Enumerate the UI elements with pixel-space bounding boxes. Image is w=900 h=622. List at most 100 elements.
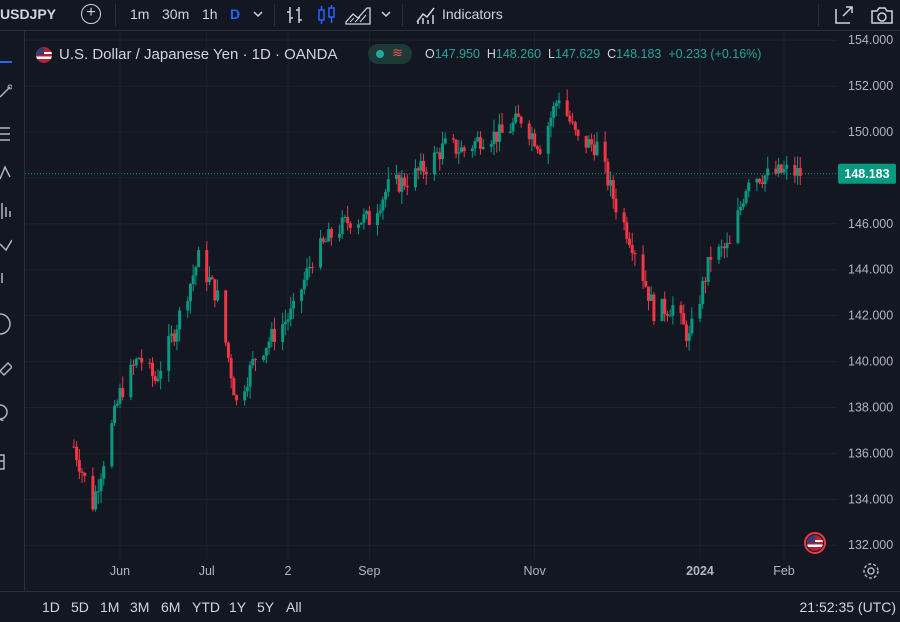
interval-d[interactable]: D bbox=[230, 6, 241, 22]
candle-up bbox=[175, 329, 179, 342]
measure-icon[interactable] bbox=[0, 236, 12, 252]
emoji-icon[interactable] bbox=[0, 313, 12, 335]
candle-down bbox=[793, 165, 797, 176]
candle-up bbox=[701, 280, 705, 305]
range-1m[interactable]: 1M bbox=[100, 599, 120, 615]
symbol-search[interactable]: USDJPY bbox=[0, 6, 57, 22]
price-tick-label: 138.000 bbox=[848, 400, 893, 414]
candle-down bbox=[310, 266, 314, 268]
candle-down bbox=[405, 185, 409, 188]
indicators-button[interactable]: Indicators bbox=[442, 6, 503, 22]
candle-down bbox=[573, 122, 577, 130]
candle-up bbox=[443, 138, 447, 144]
range-5d[interactable]: 5D bbox=[71, 599, 89, 615]
magnet-icon[interactable] bbox=[0, 451, 12, 473]
interval-1m[interactable]: 1m bbox=[130, 6, 150, 22]
range-ytd[interactable]: YTD bbox=[192, 599, 220, 615]
candle-up bbox=[476, 137, 480, 142]
candle-down bbox=[462, 147, 466, 152]
time-tick-label: Sep bbox=[358, 564, 380, 578]
candle-up bbox=[706, 257, 710, 282]
text-tool-icon[interactable] bbox=[0, 271, 12, 285]
candle-up bbox=[457, 152, 461, 154]
candle-down bbox=[91, 476, 95, 510]
candle-down bbox=[568, 115, 572, 122]
interval-30m[interactable]: 30m bbox=[162, 6, 190, 22]
us-flag-icon bbox=[36, 46, 52, 63]
price-tick-label: 142.000 bbox=[848, 309, 893, 323]
price-axis[interactable]: 154.000152.000150.000148.000146.000144.0… bbox=[848, 33, 893, 552]
bar-chart-style-icon[interactable] bbox=[285, 4, 307, 26]
price-tick-label: 144.000 bbox=[848, 263, 893, 277]
interval-1h[interactable]: 1h bbox=[202, 6, 218, 22]
candle-up bbox=[118, 388, 122, 404]
candle-up bbox=[777, 164, 781, 174]
candle-up bbox=[386, 179, 390, 192]
candle-up bbox=[102, 466, 106, 479]
range-all[interactable]: All bbox=[286, 599, 302, 615]
settings-gear-icon[interactable] bbox=[862, 562, 880, 580]
candle-down bbox=[254, 359, 258, 361]
range-1d[interactable]: 1D bbox=[42, 599, 60, 615]
candle-down bbox=[235, 395, 239, 401]
candle-down bbox=[665, 314, 669, 316]
candle-down bbox=[495, 131, 499, 142]
time-axis[interactable]: Jun Jul 2 Sep Nov 2024 Feb bbox=[110, 564, 795, 578]
interval-dropdown-chevron-down-icon[interactable] bbox=[252, 4, 264, 27]
crosshair-icon[interactable] bbox=[0, 61, 12, 63]
candle-up bbox=[609, 180, 613, 186]
candle-up bbox=[744, 191, 748, 204]
candle-down bbox=[590, 139, 594, 145]
compare-symbol-plus-icon[interactable]: + bbox=[81, 4, 101, 24]
fullscreen-icon[interactable] bbox=[833, 4, 855, 26]
candle-down bbox=[153, 376, 157, 381]
legend-title[interactable]: U.S. Dollar / Japanese Yen · 1D · OANDA bbox=[59, 46, 338, 63]
range-6m[interactable]: 6M bbox=[161, 599, 181, 615]
candle-up bbox=[481, 146, 485, 149]
candle-up bbox=[720, 246, 724, 248]
candle-down bbox=[758, 178, 762, 183]
prediction-icon[interactable] bbox=[0, 201, 12, 221]
candle-up bbox=[717, 246, 721, 260]
candle-down bbox=[478, 137, 482, 149]
wave-icon: ≋ bbox=[392, 45, 403, 60]
candle-down bbox=[213, 279, 217, 301]
candle-up bbox=[413, 168, 417, 188]
candle-down bbox=[151, 362, 155, 377]
candle-down bbox=[614, 198, 618, 213]
candle-down bbox=[272, 328, 276, 342]
range-5y[interactable]: 5Y bbox=[257, 599, 275, 615]
economic-event-flag-icon[interactable] bbox=[804, 532, 826, 554]
candle-down bbox=[519, 116, 523, 124]
range-1y[interactable]: 1Y bbox=[229, 599, 247, 615]
close-label: C bbox=[607, 47, 617, 61]
trend-line-icon[interactable] bbox=[0, 83, 12, 99]
candle-up bbox=[400, 177, 404, 192]
range-3m[interactable]: 3M bbox=[130, 599, 150, 615]
candle-up bbox=[552, 106, 556, 118]
price-chart[interactable]: 154.000152.000150.000148.000146.000144.0… bbox=[25, 31, 900, 591]
ruler-icon[interactable] bbox=[0, 361, 12, 379]
candle-up bbox=[766, 168, 770, 176]
candle-up bbox=[289, 308, 293, 320]
time-tick-label: Nov bbox=[524, 564, 547, 578]
candle-down bbox=[760, 182, 764, 184]
candle-down bbox=[644, 281, 648, 287]
low-value: 147.629 bbox=[555, 47, 601, 61]
candle-down bbox=[728, 242, 732, 244]
camera-icon[interactable] bbox=[870, 4, 893, 26]
candle-up bbox=[690, 318, 694, 334]
pattern-icon[interactable] bbox=[0, 163, 12, 181]
price-tick-label: 136.000 bbox=[848, 446, 893, 460]
indicators-icon[interactable] bbox=[415, 4, 437, 26]
candles-chart-style-icon[interactable] bbox=[316, 4, 338, 26]
open-value: 147.950 bbox=[434, 47, 480, 61]
zoom-in-icon[interactable] bbox=[0, 403, 12, 421]
chart-style-dropdown-chevron-down-icon[interactable] bbox=[380, 4, 392, 27]
utc-clock[interactable]: 21:52:35 (UTC) bbox=[799, 599, 896, 615]
candle-up bbox=[557, 100, 561, 104]
area-chart-style-icon[interactable] bbox=[345, 4, 371, 26]
market-status-pill[interactable]: ≋ bbox=[368, 44, 412, 64]
candle-up bbox=[725, 242, 729, 249]
fib-retracement-icon[interactable] bbox=[0, 125, 12, 143]
